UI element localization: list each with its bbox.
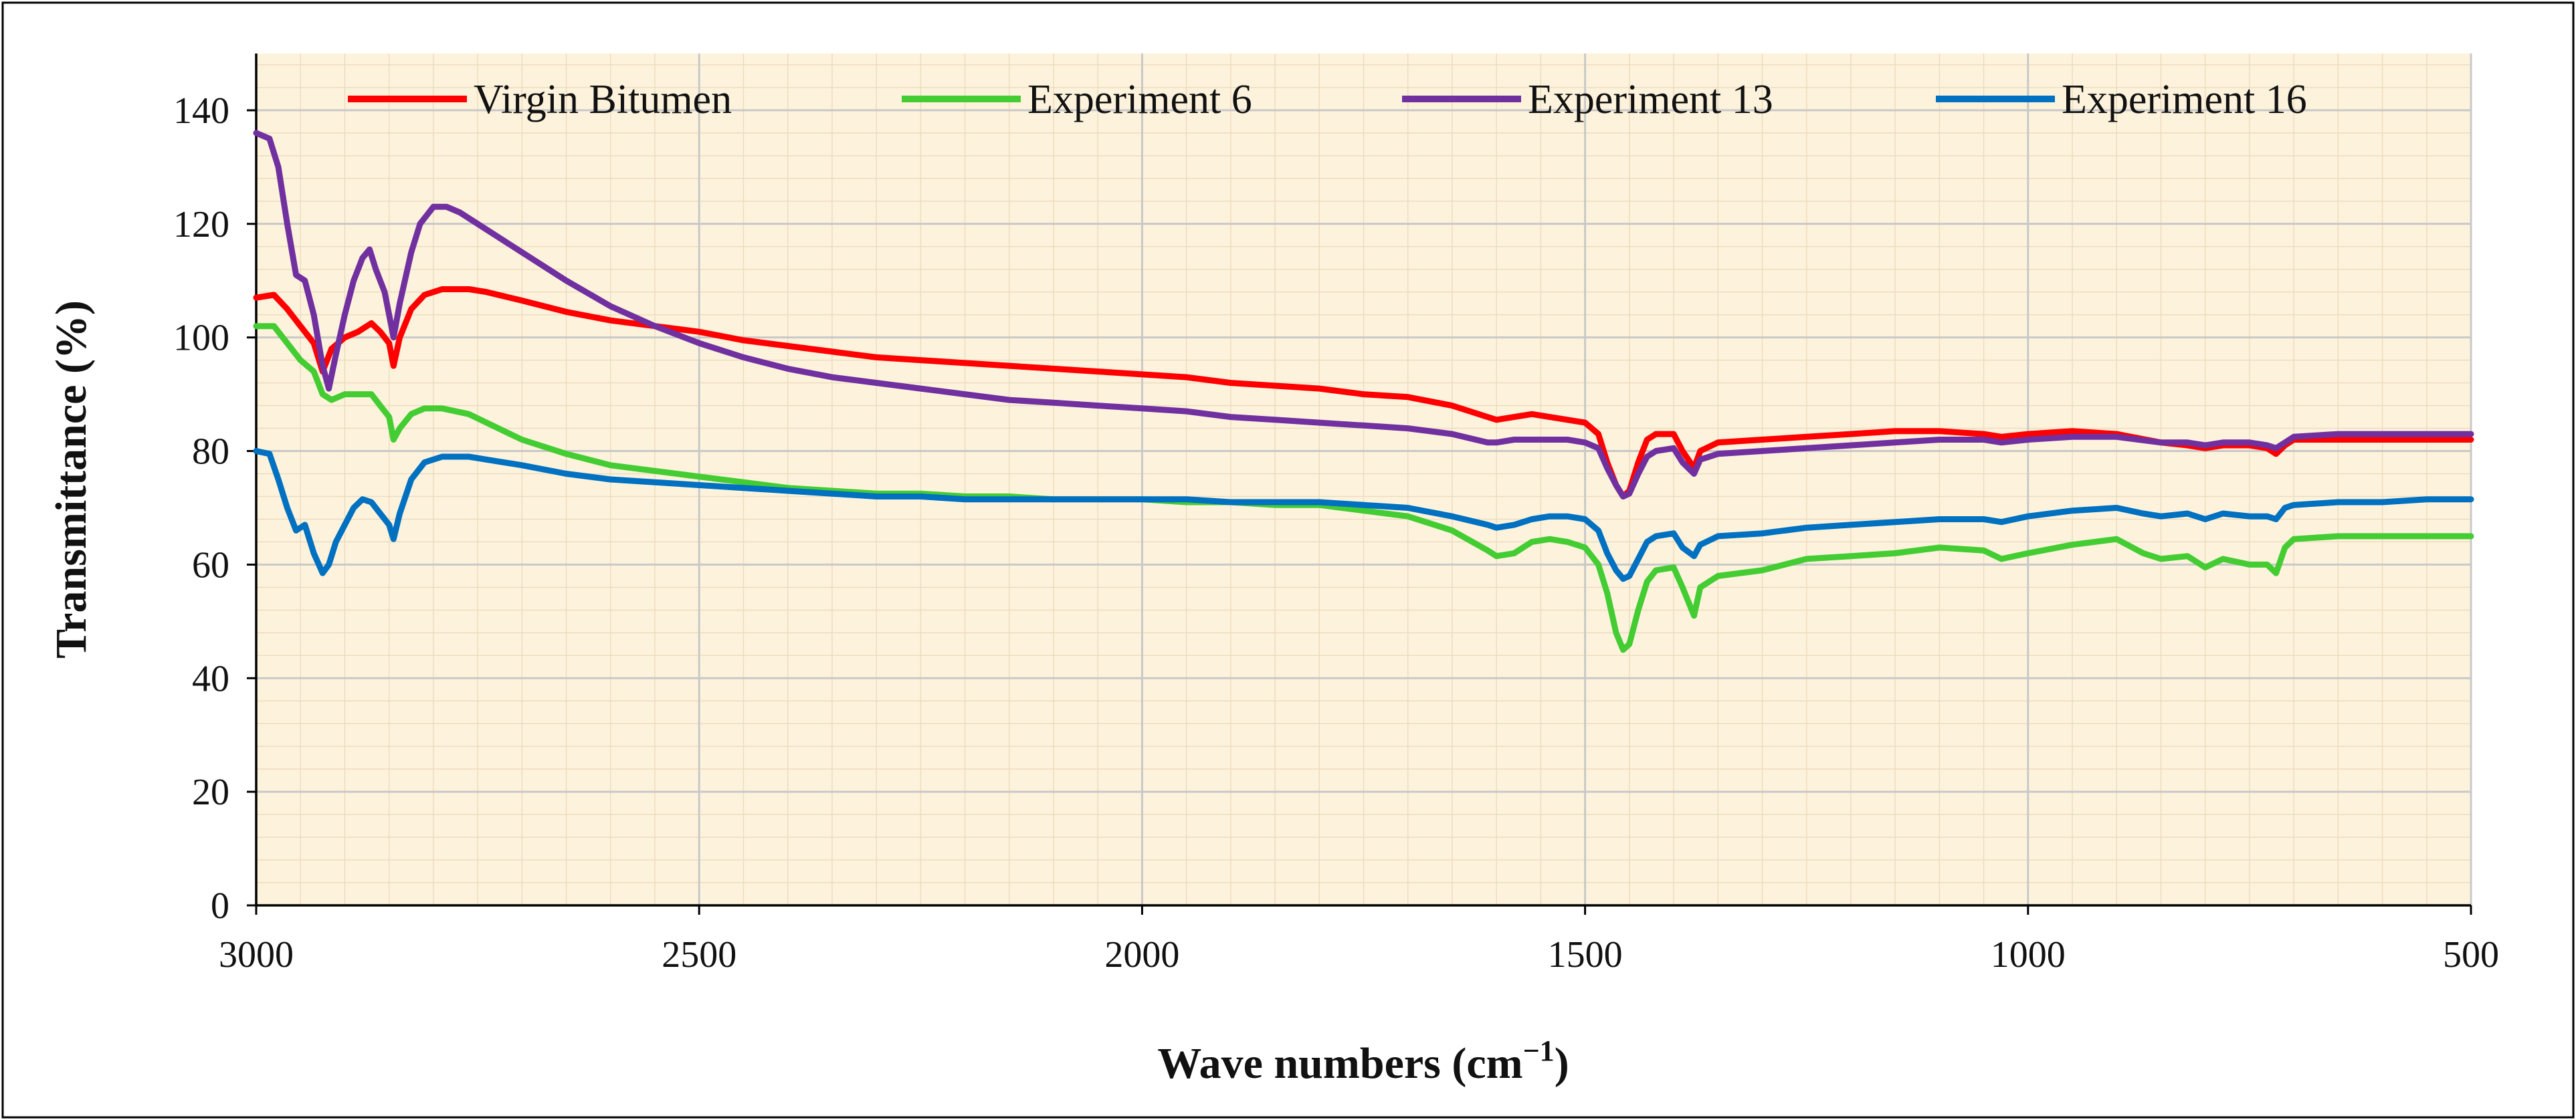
- axes: [247, 53, 2472, 915]
- x-axis-title-end: ): [1555, 1039, 1569, 1088]
- legend-label-experiment-6: Experiment 6: [1027, 77, 1252, 122]
- y-tick-label: 20: [192, 772, 229, 813]
- series-layer: [253, 130, 2474, 653]
- x-tick-label: 1500: [1548, 934, 1623, 976]
- y-tick-label: 140: [173, 90, 229, 132]
- y-tick-label: 40: [192, 658, 229, 699]
- y-tick-label: 60: [192, 544, 229, 586]
- y-tick-label: 120: [173, 204, 229, 245]
- minor-grid: [256, 53, 2471, 905]
- series-line-experiment-16: [253, 448, 2474, 582]
- y-tick-label: 80: [192, 431, 229, 473]
- legend-label-experiment-16: Experiment 16: [2062, 77, 2307, 122]
- major-grid: [256, 53, 2472, 905]
- x-tick-label: 3000: [219, 934, 294, 976]
- x-axis-title-main: Wave numbers (cm: [1157, 1039, 1522, 1088]
- y-tick-label: 0: [211, 885, 229, 927]
- legend-label-virgin-bitumen: Virgin Bitumen: [474, 77, 732, 122]
- x-axis-title-superscript: −1: [1523, 1034, 1555, 1067]
- series-line-experiment-13: [253, 130, 2474, 499]
- x-tick-label: 1000: [1991, 934, 2066, 976]
- x-axis-title: Wave numbers (cm−1): [1157, 1034, 1569, 1088]
- x-tick-label: 500: [2443, 934, 2499, 976]
- x-tick-label: 2000: [1104, 934, 1179, 976]
- legend-label-experiment-13: Experiment 13: [1528, 77, 1773, 122]
- series-line-experiment-6: [253, 323, 2474, 653]
- y-axis-title: Transmittance (%): [47, 300, 96, 659]
- x-tick-label: 2500: [662, 934, 736, 976]
- y-tick-label: 100: [173, 318, 229, 359]
- legend: Virgin Bitumen Experiment 6 Experiment 13 E…: [348, 77, 2307, 122]
- tick-labels: 0 20 40 60 80 100 120 140 3000 2500 2000 1500 1000 50…: [173, 90, 2499, 976]
- series-line-virgin-bitumen: [253, 286, 2474, 499]
